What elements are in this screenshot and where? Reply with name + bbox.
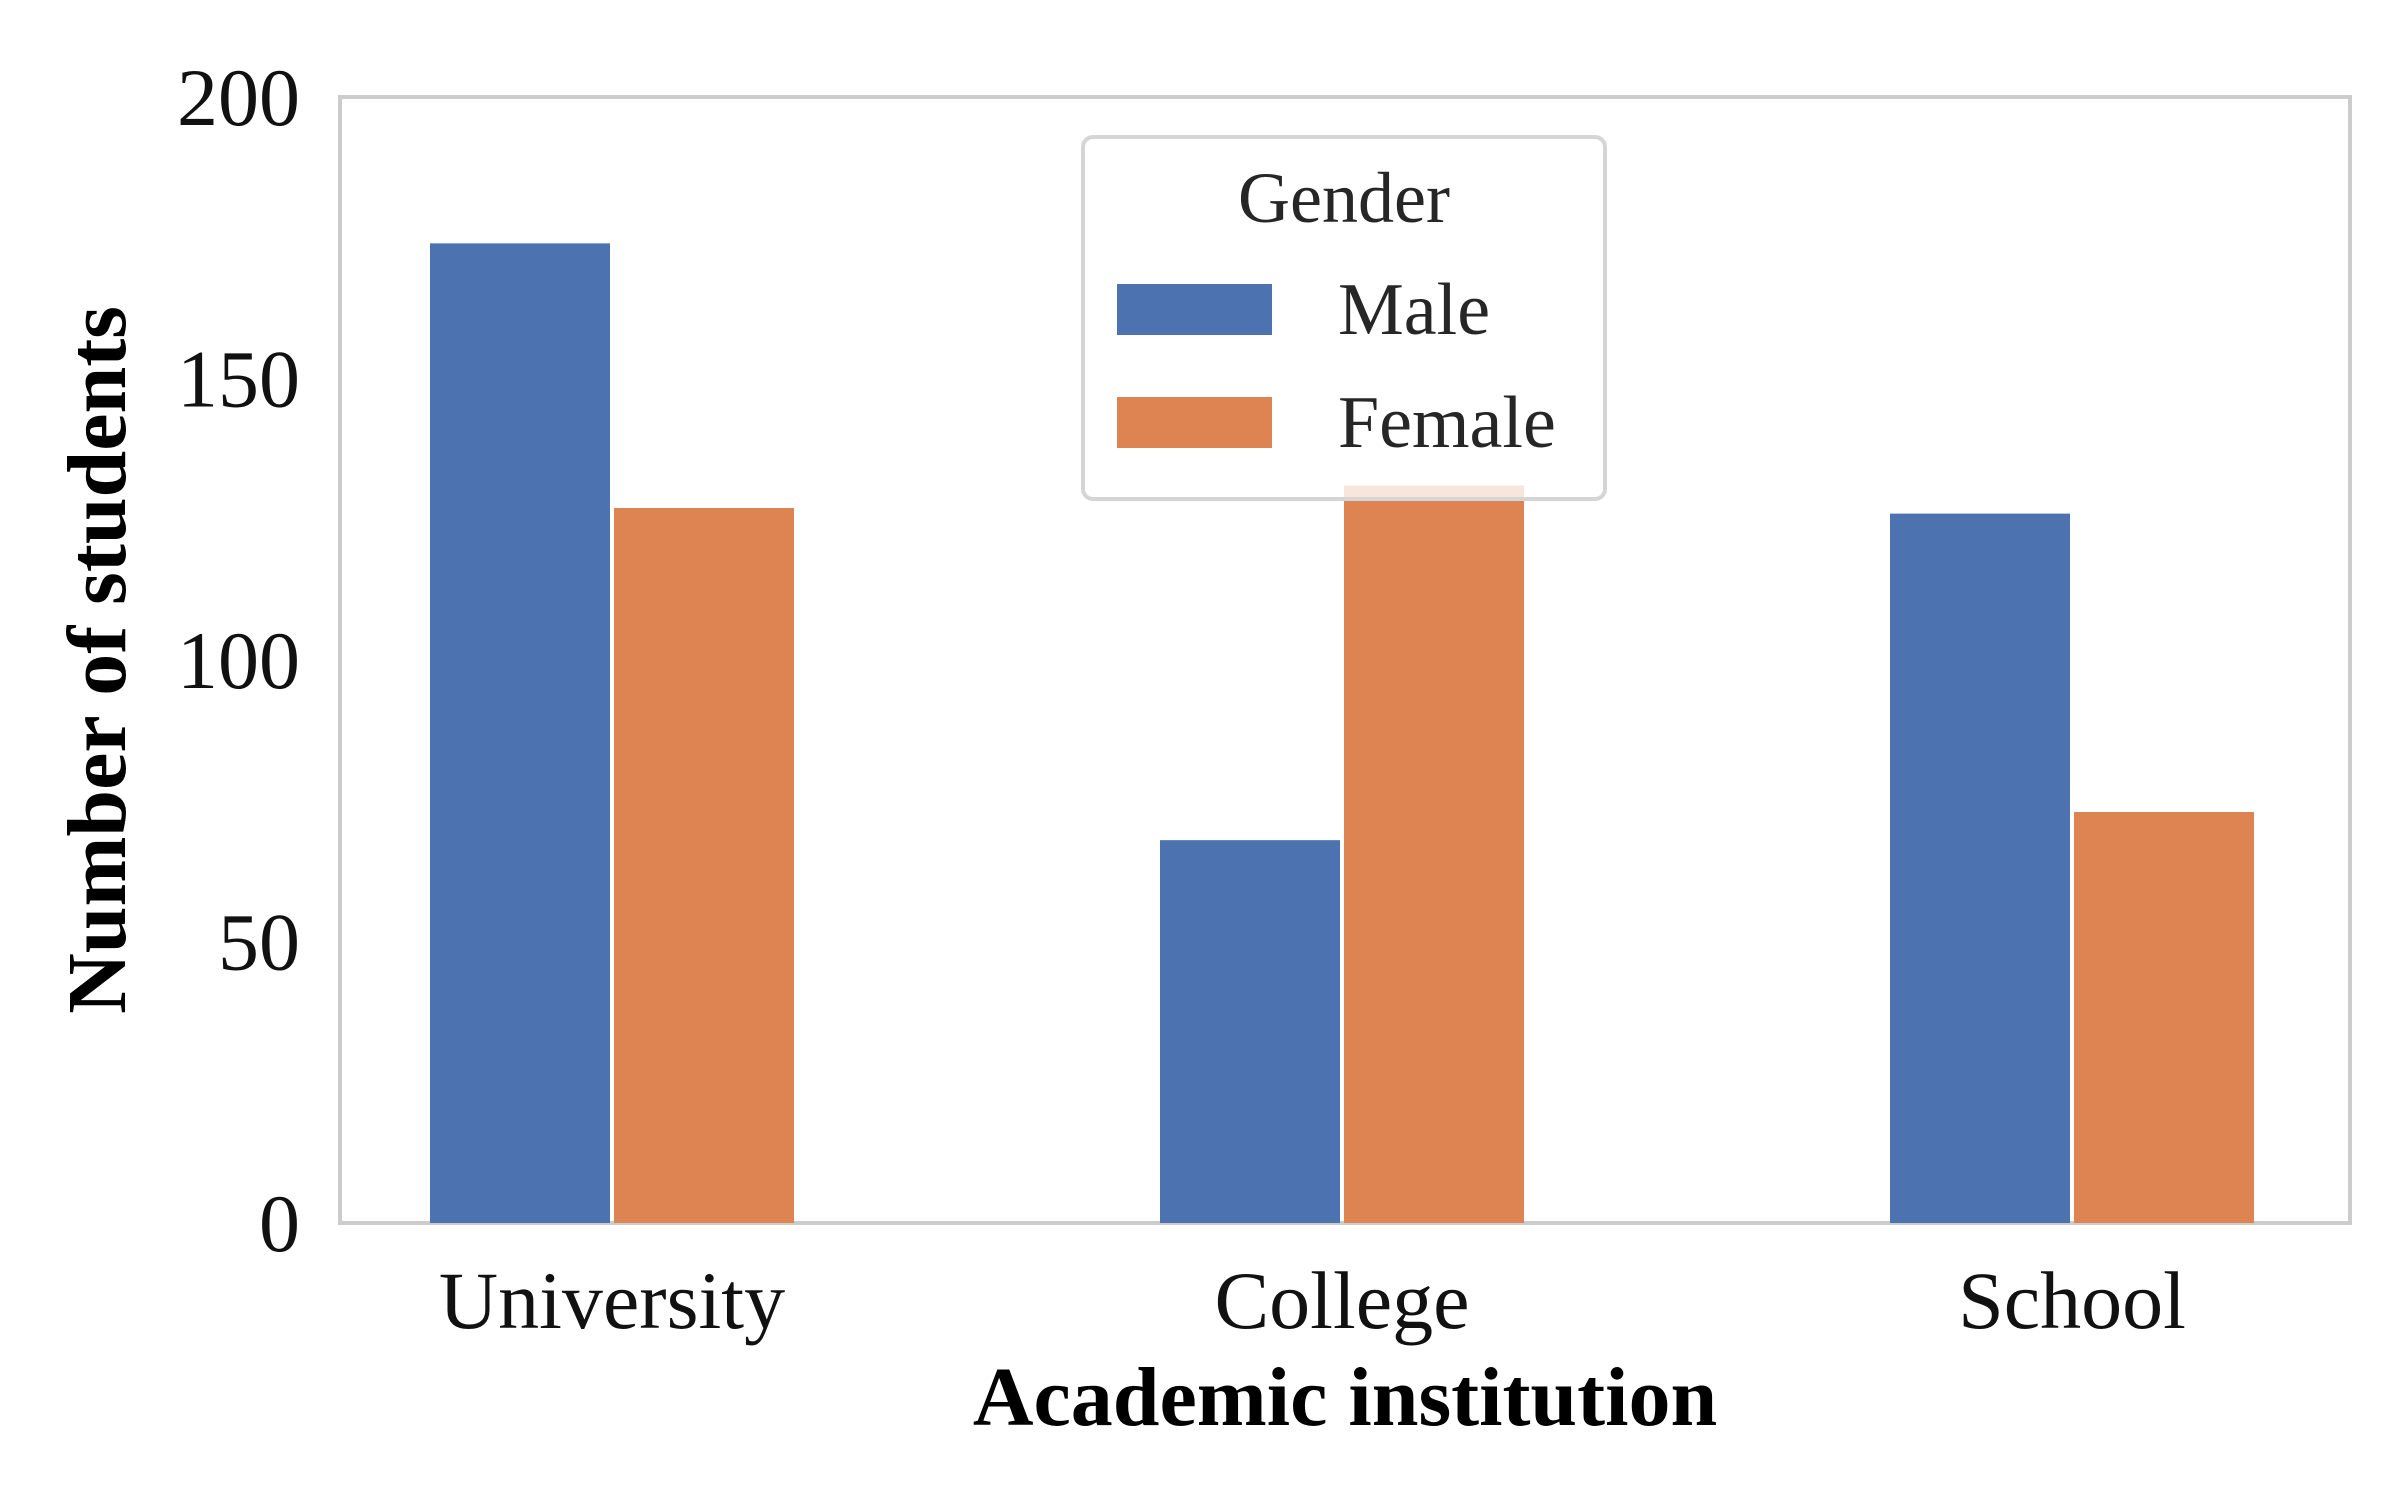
bar-university-female	[614, 507, 794, 1223]
legend-label-male: Male	[1338, 269, 1490, 351]
legend-entries: Male Female	[1117, 269, 1556, 464]
x-axis-title: Academic institution	[973, 1351, 1717, 1444]
x-tick-label-school: School	[1958, 1255, 2186, 1346]
legend-swatch-female	[1117, 397, 1272, 448]
x-tick-labels: University College School	[439, 1255, 2186, 1346]
y-tick-label-50: 50	[218, 897, 300, 988]
bar-college-female	[1344, 485, 1524, 1224]
y-tick-label-150: 150	[177, 334, 300, 425]
y-tick-label-100: 100	[177, 615, 300, 706]
legend-title: Gender	[1238, 158, 1450, 238]
y-tick-label-0: 0	[259, 1178, 300, 1269]
y-axis-title: Number of students	[51, 306, 144, 1014]
legend-swatch-male	[1117, 284, 1272, 335]
x-tick-label-college: College	[1214, 1255, 1469, 1346]
bar-university-male	[430, 243, 610, 1223]
y-tick-labels: 0 50 100 150 200	[177, 52, 300, 1269]
x-tick-label-university: University	[439, 1255, 785, 1346]
bar-college-male	[1160, 840, 1340, 1223]
bar-school-male	[1890, 513, 2070, 1223]
y-tick-label-200: 200	[177, 52, 300, 143]
legend: Gender Male Female	[1081, 135, 1607, 501]
bars-layer	[430, 243, 2254, 1224]
legend-label-female: Female	[1338, 382, 1556, 464]
bar-school-female	[2074, 812, 2254, 1223]
